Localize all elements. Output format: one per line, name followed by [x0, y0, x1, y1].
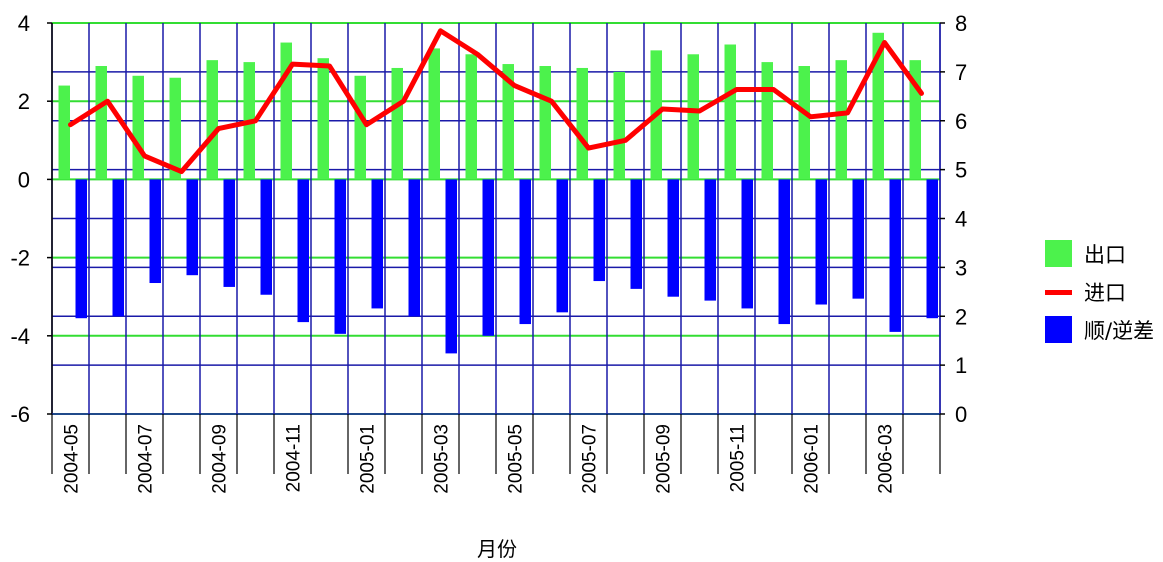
balance-bar	[593, 179, 605, 282]
balance-bar	[704, 179, 716, 301]
legend-label-balance: 顺/逆差	[1084, 319, 1154, 343]
left-tick-label: 2	[18, 89, 30, 114]
export-bar	[428, 48, 440, 180]
right-tick-label: 0	[955, 402, 967, 427]
import-line	[68, 28, 924, 175]
x-tick-label: 2005-11	[728, 424, 749, 492]
balance-bar	[889, 179, 901, 332]
balance-bar	[112, 179, 124, 317]
right-tick-label: 6	[955, 109, 967, 134]
export-bar	[132, 75, 144, 180]
balance-bar	[297, 179, 309, 323]
balance-bar	[445, 179, 457, 354]
left-y-axis: 4 2 0 -2 -4 -6	[10, 11, 52, 427]
export-bar	[724, 44, 736, 180]
legend-label-export: 出口	[1084, 243, 1126, 267]
x-tick-label: 2004-09	[210, 424, 231, 494]
x-tick-label: 2005-01	[358, 424, 379, 494]
balance-bar	[223, 179, 235, 287]
export-bar	[539, 66, 551, 180]
export-bar	[391, 67, 403, 180]
legend-swatch-export	[1045, 240, 1072, 267]
export-bar	[354, 75, 366, 180]
left-tick-label: -2	[10, 246, 30, 271]
export-bar	[502, 64, 514, 180]
export-bar	[280, 42, 292, 180]
left-tick-label: 0	[18, 167, 30, 192]
export-bar	[58, 85, 70, 180]
balance-bar	[260, 179, 272, 295]
legend-label-import: 进口	[1084, 281, 1126, 305]
export-bar	[687, 54, 699, 180]
right-tick-label: 8	[955, 11, 967, 36]
export-bar	[576, 67, 588, 180]
export-bar	[317, 58, 329, 180]
export-bar	[206, 60, 218, 180]
balance-bar	[408, 179, 420, 317]
legend-swatch-import	[1045, 290, 1072, 295]
bars	[58, 32, 938, 354]
balance-bar	[630, 179, 642, 289]
export-bar	[465, 54, 477, 180]
x-axis-title: 月份	[477, 537, 517, 561]
right-tick-label: 7	[955, 60, 967, 85]
x-tick-label: 2005-07	[580, 424, 601, 494]
export-bar	[613, 71, 625, 180]
left-tick-label: 4	[18, 11, 30, 36]
balance-bar	[741, 179, 753, 309]
right-tick-label: 1	[955, 353, 967, 378]
export-bar	[169, 77, 181, 180]
balance-bar	[519, 179, 531, 325]
right-y-axis: 8 7 6 5 4 3 2 1 0	[940, 11, 967, 427]
x-tick-label: 2006-03	[876, 424, 897, 494]
balance-bar	[556, 179, 568, 313]
legend: 出口 进口 顺/逆差	[1045, 240, 1154, 343]
balance-bar	[334, 179, 346, 334]
import-series-line	[68, 28, 924, 175]
x-tick-label: 2005-09	[654, 424, 675, 494]
export-bar	[95, 66, 107, 180]
right-tick-label: 4	[955, 207, 967, 232]
x-axis: 2004-05 2004-07 2004-09 2004-11 2005-01 2005-…	[51, 414, 941, 494]
x-tick-label: 2005-05	[506, 424, 527, 494]
balance-bar	[852, 179, 864, 299]
balance-bar	[667, 179, 679, 297]
x-tick-label: 2004-07	[136, 424, 157, 494]
legend-swatch-balance	[1045, 316, 1072, 343]
export-bar	[798, 66, 810, 180]
balance-bar	[778, 179, 790, 325]
balance-bar	[75, 179, 87, 319]
export-bar	[835, 60, 847, 180]
export-bar	[872, 32, 884, 180]
balance-bar	[482, 179, 494, 336]
balance-bar	[926, 179, 938, 319]
left-tick-label: -6	[10, 402, 30, 427]
right-tick-label: 3	[955, 255, 967, 280]
balance-bar	[186, 179, 198, 276]
balance-bar	[149, 179, 161, 284]
balance-bar	[815, 179, 827, 305]
export-bar	[761, 62, 773, 180]
x-tick-label: 2005-03	[432, 424, 453, 494]
x-tick-label: 2004-11	[284, 424, 305, 492]
x-tick-label: 2004-05	[62, 424, 83, 494]
right-tick-label: 2	[955, 304, 967, 329]
export-bar	[909, 60, 921, 180]
right-tick-label: 5	[955, 158, 967, 183]
x-tick-label: 2006-01	[802, 424, 823, 494]
gridlines	[51, 22, 941, 415]
left-tick-label: -4	[10, 324, 30, 349]
balance-bar	[371, 179, 383, 309]
